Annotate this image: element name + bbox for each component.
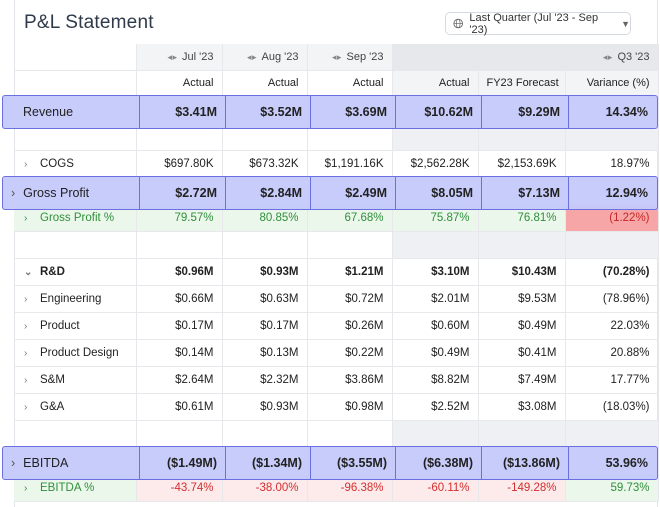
chevron-right-icon[interactable]: ›: [11, 456, 16, 470]
chevron-right-icon[interactable]: ›: [24, 347, 28, 359]
header-row-subheaders: Actual Actual Actual Actual FY23 Forecas…: [14, 70, 659, 97]
chevron-down-icon: ▼: [621, 18, 630, 29]
col-resize-icon[interactable]: ◂ ▸: [246, 51, 256, 62]
row-label-revenue: Revenue: [3, 96, 140, 128]
header-row-months: ◂ ▸ Jul '23 ◂ ▸ Aug '23 ◂ ▸ Sep '23 ◂ ▸ Q3 '…: [14, 44, 659, 71]
subheader-cell: Actual: [392, 70, 479, 97]
cell-value: $2.72M: [140, 177, 226, 209]
chevron-right-icon[interactable]: ›: [24, 482, 28, 494]
cell-value: ($3.55M): [311, 447, 396, 479]
col-resize-icon[interactable]: ◂ ▸: [602, 51, 612, 62]
cell-value: $2.49M: [311, 177, 396, 209]
subheader-cell: Actual: [307, 70, 393, 97]
chevron-down-icon[interactable]: ⌄: [24, 266, 33, 278]
globe-icon: [453, 18, 463, 29]
subheader-cell: FY23 Forecast: [478, 70, 566, 97]
cell-value: $3.41M: [140, 96, 226, 128]
cell-value: $2.84M: [226, 177, 311, 209]
cell-value: ($1.49M): [140, 447, 226, 479]
subheader-cell: Actual: [222, 70, 308, 97]
row-spacer: [14, 231, 659, 259]
chevron-right-icon[interactable]: ›: [24, 158, 28, 170]
subheader-cell: Actual: [136, 70, 223, 97]
chevron-right-icon[interactable]: ›: [24, 293, 28, 305]
period-dropdown[interactable]: Last Quarter (Jul '23 - Sep '23) ▼: [445, 11, 631, 36]
col-header-jul[interactable]: ◂ ▸ Jul '23: [136, 44, 223, 71]
col-resize-icon[interactable]: ◂ ▸: [167, 51, 177, 62]
cell-value: $3.52M: [226, 96, 311, 128]
cell-value: $9.29M: [482, 96, 569, 128]
subheader-cell: Variance (%): [565, 70, 659, 97]
highlight-row-revenue[interactable]: Revenue $3.41M $3.52M $3.69M $10.62M $9.…: [2, 95, 658, 129]
col-header-sep[interactable]: ◂ ▸ Sep '23: [307, 44, 393, 71]
cell-value: $8.05M: [396, 177, 482, 209]
highlight-row-gross-profit[interactable]: › Gross Profit $2.72M $2.84M $2.49M $8.05…: [2, 176, 658, 210]
chevron-right-icon[interactable]: ›: [11, 186, 16, 200]
table-row-cogs[interactable]: › COGS $697.80K $673.32K $1,191.16K $2,56…: [14, 150, 659, 178]
cell-value: $7.13M: [482, 177, 569, 209]
row-spacer: [14, 420, 659, 448]
row-label-gross-profit: › Gross Profit: [3, 177, 140, 209]
cell-value: ($6.38M): [396, 447, 482, 479]
header-empty: [14, 70, 137, 97]
chevron-right-icon[interactable]: ›: [24, 401, 28, 413]
table-row-sm[interactable]: › S&M $2.64M $2.32M $3.86M $8.82M $7.49M …: [14, 366, 659, 394]
table-row-product-design[interactable]: › Product Design $0.14M $0.13M $0.22M $0.…: [14, 339, 659, 367]
highlight-row-ebitda[interactable]: › EBITDA ($1.49M) ($1.34M) ($3.55M) ($6.3…: [2, 446, 658, 480]
table-row-ga[interactable]: › G&A $0.61M $0.93M $0.98M $2.52M $3.08M …: [14, 393, 659, 421]
table-row-engineering[interactable]: › Engineering $0.66M $0.63M $0.72M $2.01M…: [14, 285, 659, 313]
page-title: P&L Statement: [24, 12, 154, 33]
col-resize-icon[interactable]: ◂ ▸: [331, 51, 341, 62]
chevron-right-icon[interactable]: ›: [24, 374, 28, 386]
cell-value: ($1.34M): [226, 447, 311, 479]
col-header-aug[interactable]: ◂ ▸ Aug '23: [222, 44, 308, 71]
chevron-right-icon[interactable]: ›: [24, 212, 28, 224]
chevron-right-icon[interactable]: ›: [24, 320, 28, 332]
cell-value: 12.94%: [605, 186, 648, 200]
col-header-quarter[interactable]: ◂ ▸ Q3 '23: [392, 44, 659, 71]
cell-value: $10.62M: [396, 96, 482, 128]
cell-value: $3.69M: [311, 96, 396, 128]
cell-value: 53.96%: [605, 456, 648, 470]
table-row-product[interactable]: › Product $0.17M $0.17M $0.26M $0.60M $0.…: [14, 312, 659, 340]
period-label: Last Quarter (Jul '23 - Sep '23): [469, 11, 599, 36]
cell-value: ($13.86M): [482, 447, 569, 479]
table-row-rd[interactable]: ⌄ R&D $0.96M $0.93M $1.21M $3.10M $10.43M…: [14, 258, 659, 286]
header-empty: [14, 44, 137, 71]
row-label-ebitda: › EBITDA: [3, 447, 140, 479]
cell-value: 14.34%: [605, 105, 648, 119]
